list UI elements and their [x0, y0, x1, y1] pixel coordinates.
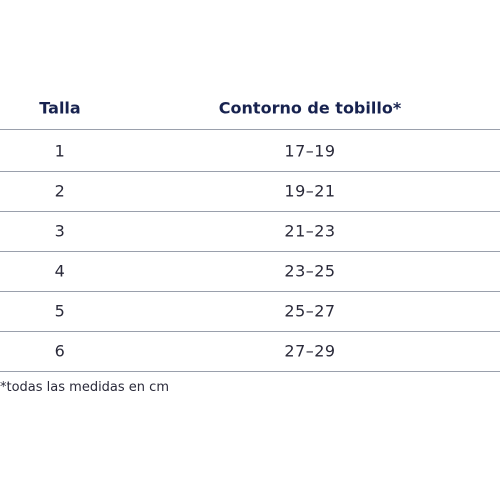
table-cell: 4 [54, 261, 66, 281]
row-divider [0, 211, 500, 212]
footnote: *todas las medidas en cm [0, 380, 169, 395]
table-cell: 21–23 [284, 221, 336, 241]
row-divider [0, 331, 500, 332]
table-cell: 6 [54, 341, 66, 361]
row-divider [0, 371, 500, 372]
row-divider [0, 291, 500, 292]
row-divider [0, 251, 500, 252]
header-cell: Contorno de tobillo* [218, 98, 402, 118]
table-cell: 23–25 [284, 261, 336, 281]
table-cell: 19–21 [284, 181, 336, 201]
table-cell: 5 [54, 301, 66, 321]
row-divider [0, 129, 500, 130]
row-divider [0, 171, 500, 172]
table-cell: 1 [54, 141, 66, 161]
table-cell: 27–29 [284, 341, 336, 361]
table-cell: 3 [54, 221, 66, 241]
header-cell: Talla [39, 98, 81, 118]
table-cell: 2 [54, 181, 66, 201]
table-cell: 25–27 [284, 301, 336, 321]
table-cell: 17–19 [284, 141, 336, 161]
